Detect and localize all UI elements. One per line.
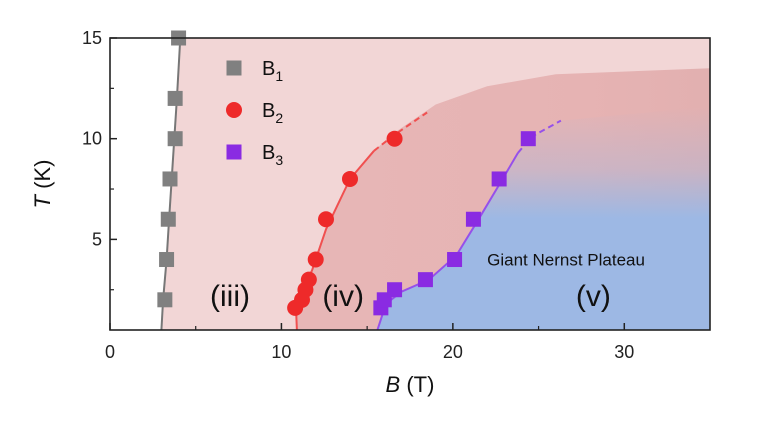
y-axis-ticks: 5 10 15 [82, 28, 117, 291]
b3-data-point-2 [387, 282, 403, 298]
b1-data-point-3 [162, 171, 178, 187]
b1-data-point-0 [157, 292, 173, 308]
y-axis-title: T (K) [30, 160, 55, 209]
y-tick-label-1: 10 [82, 129, 102, 149]
b2-data-point-6 [342, 170, 358, 187]
b3-data-point-4 [447, 252, 463, 268]
giant-nernst-plateau-label: Giant Nernst Plateau [487, 251, 645, 270]
x-tick-label-1: 10 [271, 342, 291, 362]
y-tick-label-0: 5 [92, 229, 102, 249]
b1-data-point-4 [167, 131, 183, 147]
legend-marker-b2 [226, 102, 242, 118]
x-axis-ticks: 0 10 20 30 [105, 323, 634, 362]
region-label-iv: (iv) [322, 280, 364, 313]
legend: B1 B2 B3 [226, 58, 283, 168]
b1-data-point-1 [159, 252, 175, 268]
legend-label-b2: B2 [262, 100, 283, 126]
b2-boundary-extrapolation [373, 111, 428, 152]
legend-label-b3: B3 [262, 142, 283, 168]
region-label-iii: (iii) [210, 280, 250, 313]
y-tick-label-2: 15 [82, 28, 102, 48]
plot-frame [109, 37, 711, 331]
region-labels: (iii) (iv) (v) [210, 280, 611, 313]
x-tick-label-0: 0 [105, 342, 115, 362]
b2-data-point-7 [386, 130, 403, 147]
b3-data-point-7 [520, 131, 536, 147]
b2-data-point-4 [307, 251, 324, 268]
b1-data-point-5 [167, 90, 183, 106]
phase-region-v [377, 106, 710, 330]
b3-data-point-3 [417, 272, 433, 288]
b2-data-point-5 [318, 211, 334, 228]
b3-data-point-5 [465, 211, 481, 227]
b3-data-point-6 [491, 171, 507, 187]
x-tick-label-3: 30 [614, 342, 634, 362]
legend-label-b1: B1 [262, 58, 283, 84]
x-axis-title: B (T) [386, 372, 435, 397]
x-tick-label-2: 20 [443, 342, 463, 362]
data-markers [157, 30, 536, 316]
legend-marker-b3 [226, 144, 242, 160]
b1-data-point-2 [160, 211, 176, 227]
region-label-v: (v) [576, 280, 611, 313]
b2-data-point-3 [300, 271, 317, 288]
legend-marker-b1 [226, 60, 242, 76]
